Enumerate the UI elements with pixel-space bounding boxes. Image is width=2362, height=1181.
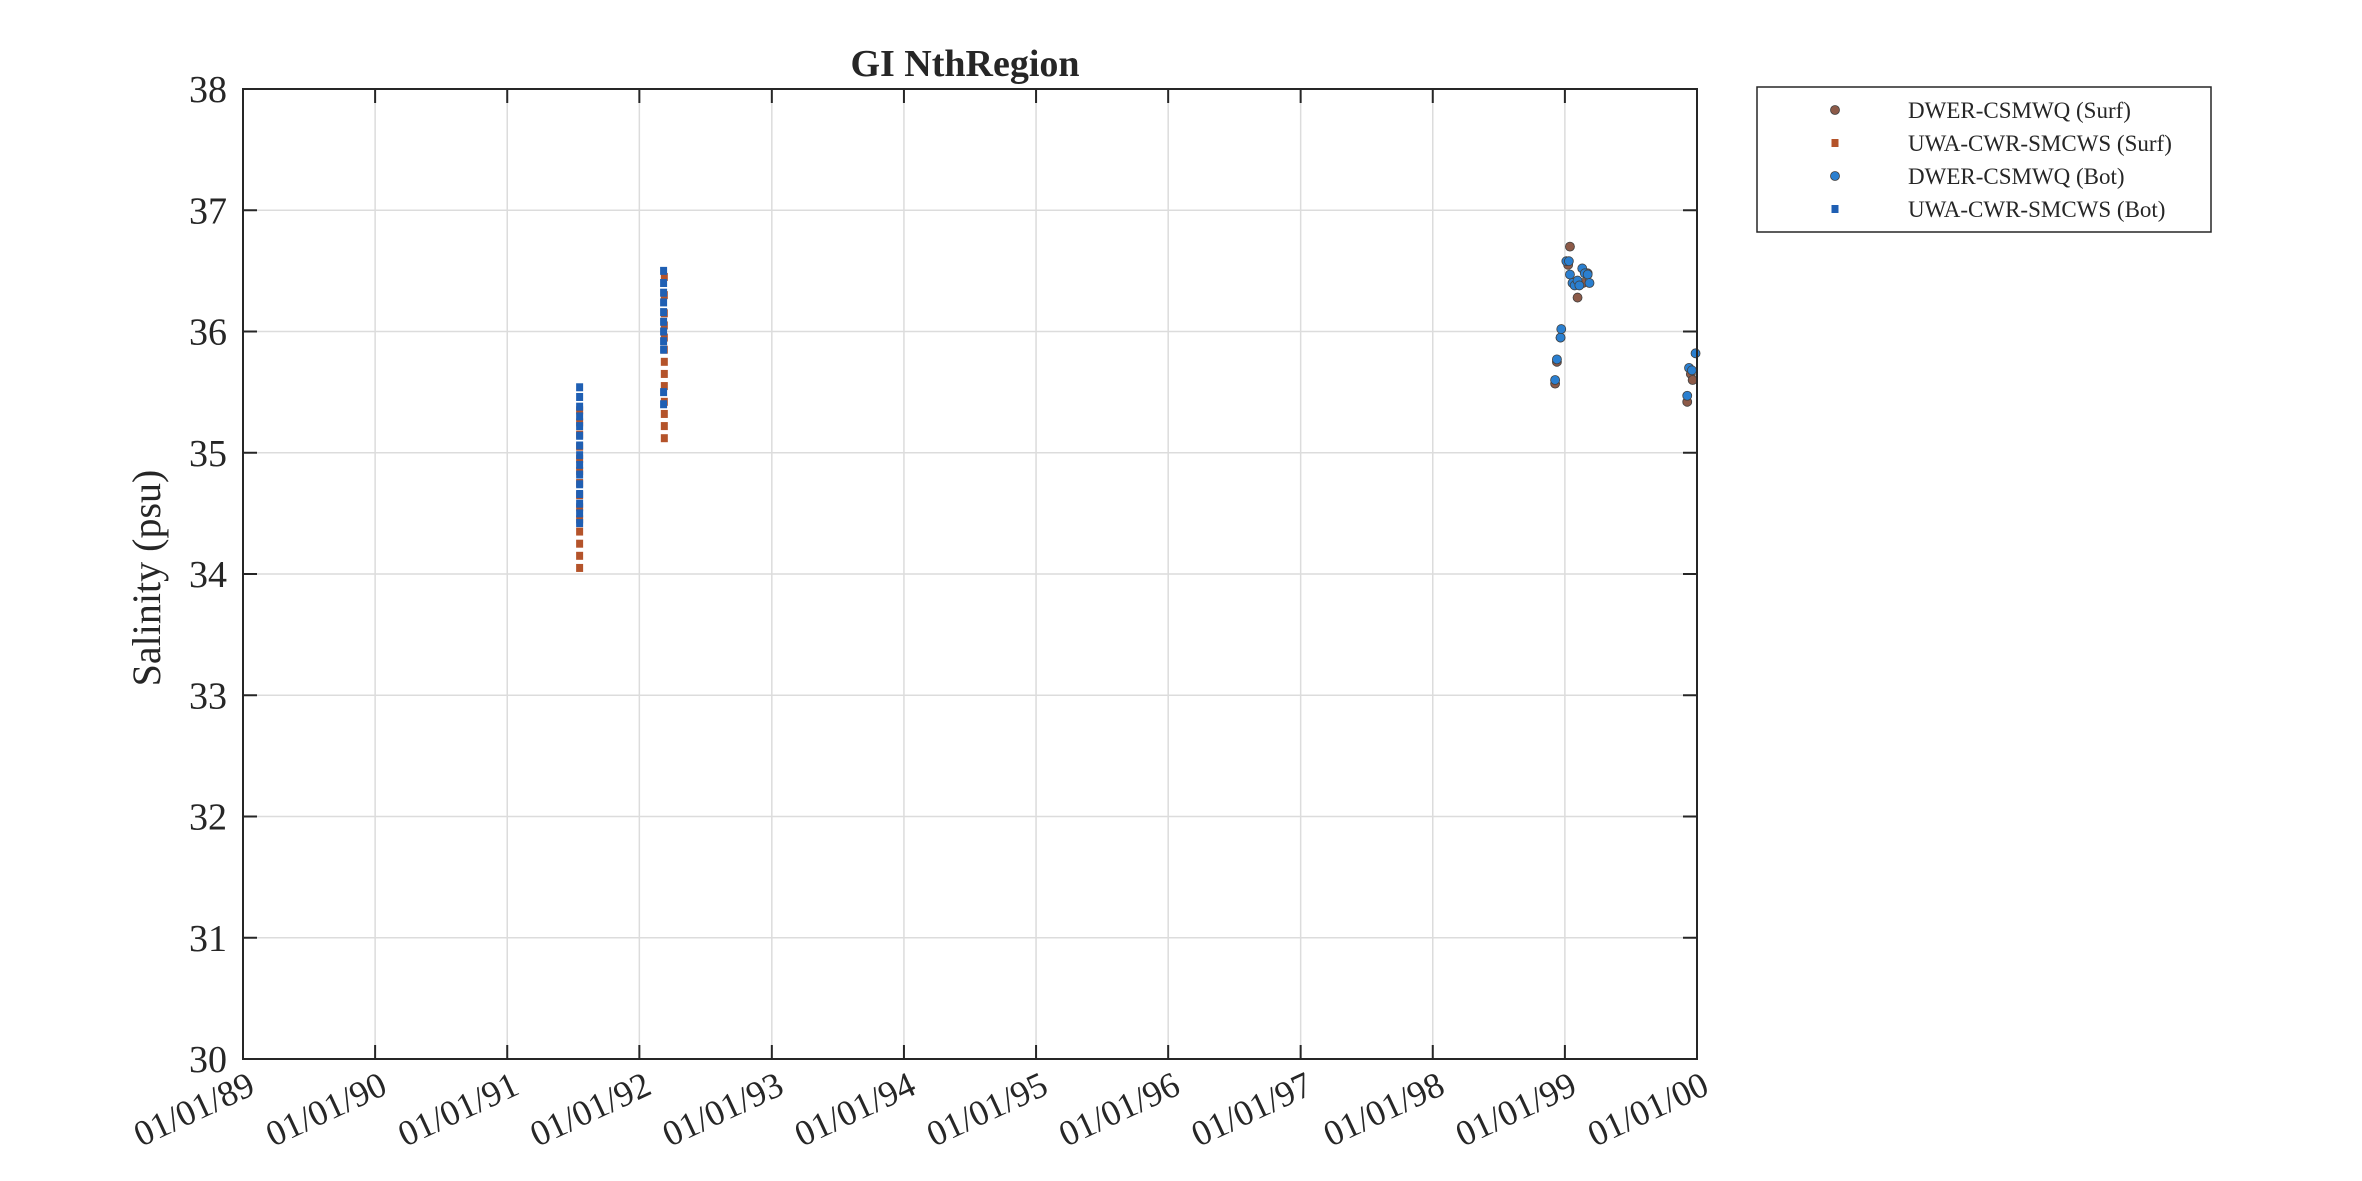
data-point (576, 451, 584, 460)
data-point (576, 499, 584, 508)
data-point (576, 551, 584, 560)
data-point (576, 563, 584, 572)
data-point (660, 298, 668, 307)
y-tick-label: 30 (189, 1039, 227, 1081)
data-point (1574, 280, 1585, 291)
data-point (660, 279, 668, 287)
data-point (660, 382, 668, 391)
y-tick-label: 35 (189, 433, 227, 475)
legend-label: DWER-CSMWQ (Surf) (1908, 98, 2131, 123)
series-3 (576, 266, 668, 528)
data-point (1556, 324, 1567, 334)
data-point (660, 266, 668, 275)
legend-marker (1830, 105, 1840, 115)
data-point (1552, 354, 1562, 365)
data-point (576, 422, 584, 431)
data-point (1687, 365, 1697, 376)
data-point (576, 441, 584, 450)
data-point (660, 337, 668, 346)
data-point (576, 402, 584, 411)
y-tick-label: 38 (189, 69, 227, 111)
y-tick-label: 37 (189, 190, 227, 232)
data-point (660, 308, 668, 317)
grid-layer (243, 89, 1697, 1059)
data-point (660, 288, 668, 297)
data-point (576, 489, 584, 498)
legend-label: DWER-CSMWQ (Bot) (1908, 164, 2125, 189)
data-point (576, 527, 584, 536)
data-point (1555, 332, 1566, 343)
data-layer (576, 241, 1701, 572)
data-point (660, 345, 668, 354)
data-point (576, 460, 584, 469)
data-point (660, 357, 668, 366)
data-point (660, 317, 668, 326)
data-point (1563, 256, 1574, 267)
legend-marker (1831, 205, 1839, 213)
data-point (660, 434, 668, 443)
data-point (576, 539, 584, 548)
legend-marker (1830, 171, 1840, 181)
legend-label: UWA-CWR-SMCWS (Bot) (1908, 197, 2165, 222)
y-tick-label: 32 (189, 797, 227, 839)
data-point (576, 383, 584, 392)
data-point (1550, 375, 1561, 385)
data-point (576, 480, 584, 489)
data-point (660, 409, 668, 418)
data-point (1565, 241, 1575, 252)
y-tick-label: 36 (189, 312, 227, 354)
data-point (1565, 269, 1575, 280)
data-point (576, 431, 584, 440)
data-point (1572, 292, 1583, 303)
data-point (576, 519, 584, 528)
legend-label: UWA-CWR-SMCWS (Surf) (1908, 131, 2172, 156)
data-point (660, 369, 668, 378)
data-point (1582, 269, 1593, 280)
data-point (576, 470, 584, 479)
data-point (1687, 375, 1698, 385)
chart-title: GI NthRegion (850, 43, 1079, 85)
data-point (576, 392, 584, 401)
data-point (660, 400, 668, 409)
y-tick-label: 31 (189, 918, 227, 960)
data-point (660, 422, 668, 431)
data-point (576, 412, 584, 421)
y-axis-label: Salinity (psu) (124, 470, 169, 687)
data-point (1690, 348, 1701, 359)
legend: DWER-CSMWQ (Surf) UWA-CWR-SMCWS (Surf) DWE… (1756, 86, 2212, 233)
y-tick-label: 33 (189, 675, 227, 717)
data-point (660, 327, 668, 336)
data-point (660, 272, 668, 281)
y-tick-label: 34 (189, 554, 227, 596)
legend-marker (1831, 139, 1839, 147)
data-point (660, 388, 668, 397)
data-point (1584, 278, 1595, 288)
data-point (576, 509, 584, 518)
data-point (1682, 390, 1693, 401)
series-2 (1550, 256, 1701, 401)
